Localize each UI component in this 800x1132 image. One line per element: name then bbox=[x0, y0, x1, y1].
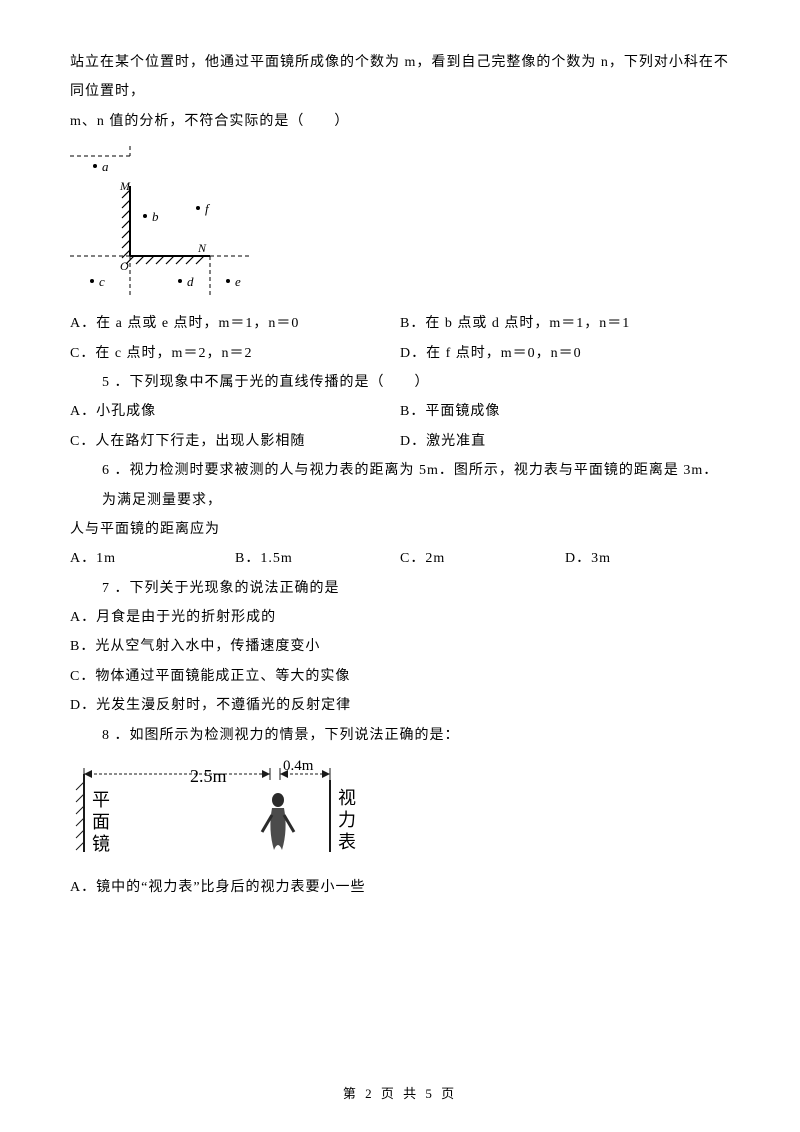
q7-option-d: D．光发生漫反射时，不遵循光的反射定律 bbox=[70, 691, 730, 720]
q6-option-a: A．1m bbox=[70, 544, 235, 573]
chart-label-3: 表 bbox=[338, 832, 356, 852]
pt-M-label: M bbox=[119, 179, 131, 193]
q4-option-c: C．在 c 点时，m＝2，n＝2 bbox=[70, 339, 400, 368]
q6-stem-l1: 6 ．视力检测时要求被测的人与视力表的距离为 5m．图所示，视力表与平面镜的距离… bbox=[70, 456, 730, 515]
q5-stem: 5 ．下列现象中不属于光的直线传播的是（ ） bbox=[70, 368, 730, 397]
pt-a-label: a bbox=[102, 159, 109, 174]
q6-option-d: D．3m bbox=[565, 544, 730, 573]
q8-stem: 8 ．如图所示为检测视力的情景，下列说法正确的是： bbox=[70, 721, 730, 750]
q4-option-b: B．在 b 点或 d 点时，m＝1，n＝1 bbox=[400, 309, 730, 338]
q8-diagram: 平 面 镜 2.5m 0.4m 视 力 表 bbox=[70, 760, 730, 865]
q6-option-c: C．2m bbox=[400, 544, 565, 573]
q7-option-a: A．月食是由于光的折射形成的 bbox=[70, 603, 730, 632]
pt-c-label: c bbox=[99, 274, 105, 289]
mirror-label-2: 面 bbox=[92, 812, 110, 832]
chart-label-1: 视 bbox=[338, 788, 356, 808]
mirror-label-1: 平 bbox=[92, 790, 110, 810]
q8-option-a: A．镜中的“视力表”比身后的视力表要小一些 bbox=[70, 873, 730, 902]
q4-diagram: a M b f O N c d e bbox=[70, 146, 730, 301]
q5-option-a: A．小孔成像 bbox=[70, 397, 400, 426]
pt-e-label: e bbox=[235, 274, 241, 289]
pt-N-label: N bbox=[197, 241, 207, 255]
q4-intro-line1: 站立在某个位置时，他通过平面镜所成像的个数为 m，看到自己完整像的个数为 n，下… bbox=[70, 48, 730, 107]
pt-d-label: d bbox=[187, 274, 194, 289]
pt-O-label: O bbox=[120, 259, 129, 273]
pt-b-label: b bbox=[152, 209, 159, 224]
q6-option-b: B．1.5m bbox=[235, 544, 400, 573]
page-footer: 第 2 页 共 5 页 bbox=[0, 1083, 800, 1102]
pt-f-label: f bbox=[205, 201, 211, 216]
q4-intro-line2: m、n 值的分析，不符合实际的是（ ） bbox=[70, 107, 730, 136]
q4-option-d: D．在 f 点时，m＝0，n＝0 bbox=[400, 339, 730, 368]
dist-2-5m: 2.5m bbox=[190, 766, 227, 786]
q7-stem: 7 ．下列关于光现象的说法正确的是 bbox=[70, 574, 730, 603]
q7-option-b: B．光从空气射入水中，传播速度变小 bbox=[70, 632, 730, 661]
q5-option-c: C．人在路灯下行走，出现人影相随 bbox=[70, 427, 400, 456]
q5-option-b: B．平面镜成像 bbox=[400, 397, 730, 426]
q7-option-c: C．物体通过平面镜能成正立、等大的实像 bbox=[70, 662, 730, 691]
mirror-label-3: 镜 bbox=[92, 834, 110, 854]
dist-0-4m: 0.4m bbox=[283, 760, 314, 774]
q6-stem-l2: 人与平面镜的距离应为 bbox=[70, 515, 730, 544]
page-container: 站立在某个位置时，他通过平面镜所成像的个数为 m，看到自己完整像的个数为 n，下… bbox=[0, 0, 800, 1132]
q4-option-a: A．在 a 点或 e 点时，m＝1，n＝0 bbox=[70, 309, 400, 338]
q5-option-d: D．激光准直 bbox=[400, 427, 730, 456]
chart-label-2: 力 bbox=[338, 810, 356, 830]
